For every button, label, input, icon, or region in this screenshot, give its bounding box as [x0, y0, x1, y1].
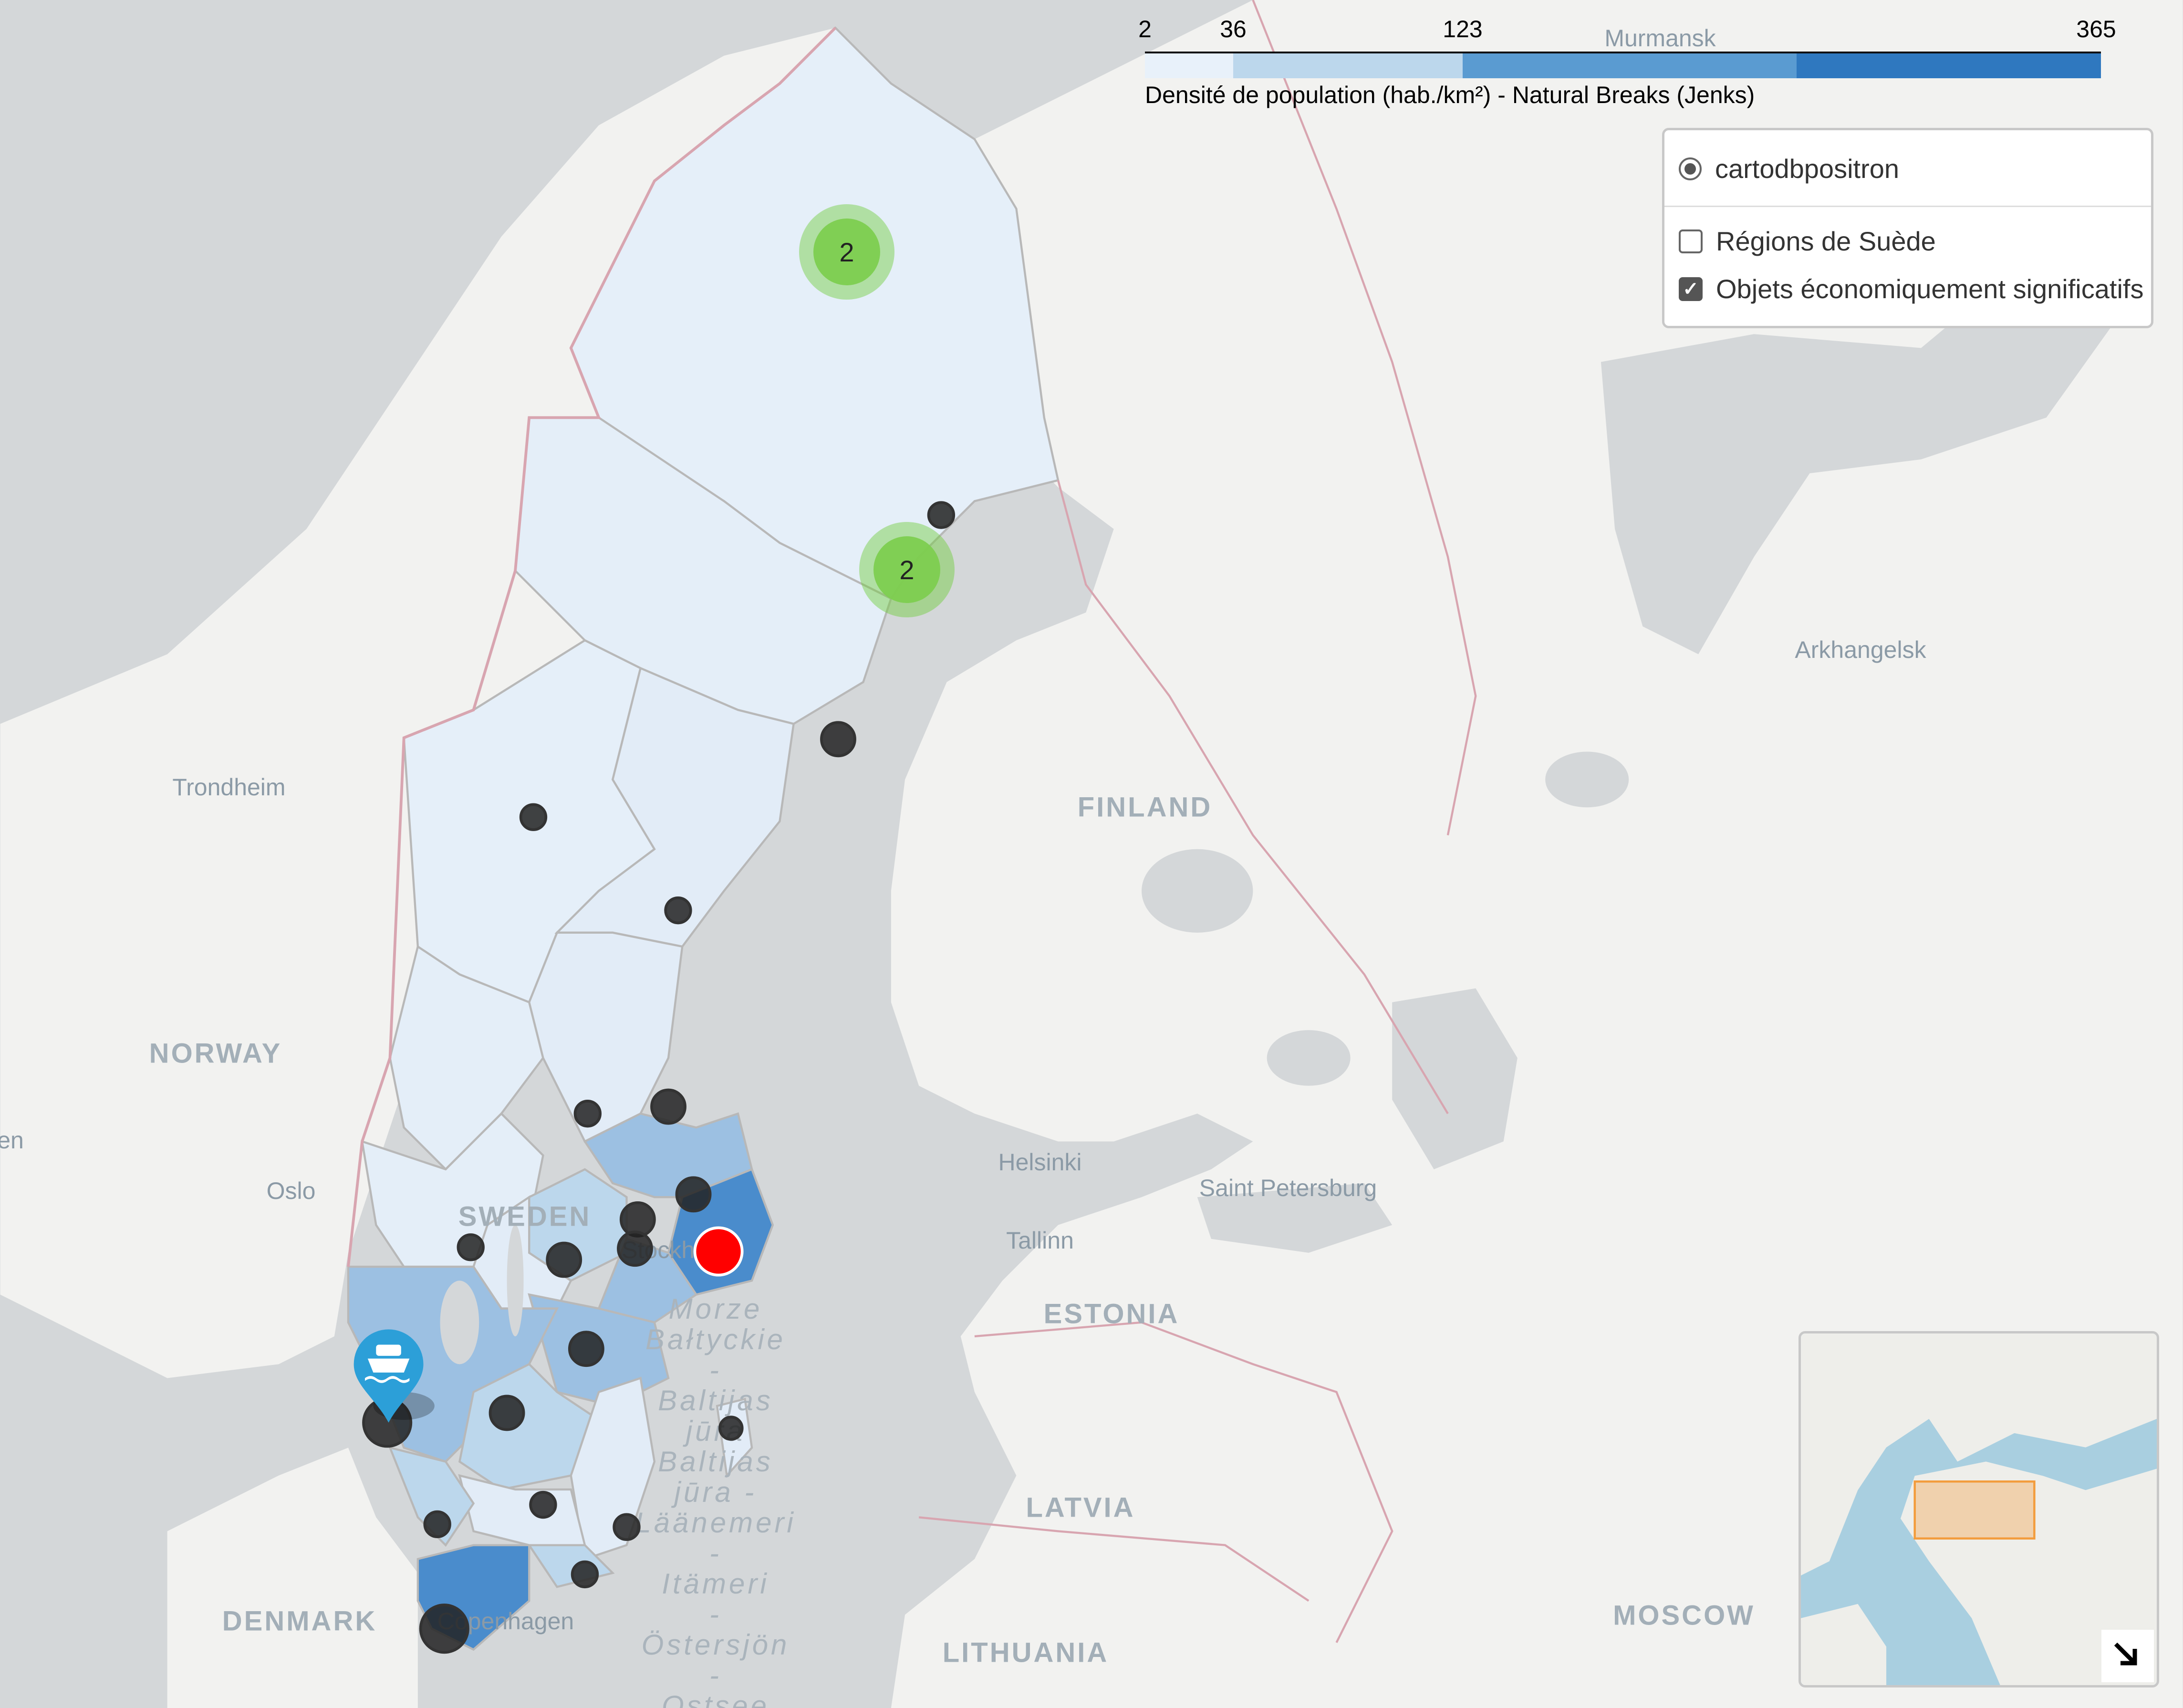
ferry-icon	[364, 1344, 410, 1383]
economic-marker[interactable]	[927, 501, 956, 529]
layer-control: cartodbpositron Régions de Suède ✓ Objet…	[1662, 128, 2153, 328]
ferry-pin[interactable]	[353, 1329, 435, 1423]
legend-tick: 365	[2076, 16, 2116, 42]
economic-marker[interactable]	[664, 896, 692, 925]
legend-tick: 36	[1220, 16, 1247, 42]
sea-label-line: Baltijas	[658, 1385, 773, 1416]
legend-tick: 123	[1443, 16, 1483, 42]
label-denmark: DENMARK	[222, 1605, 377, 1637]
legend-color-bin	[1797, 53, 2101, 78]
legend-tick: 2	[1138, 16, 1152, 42]
land-denmark	[167, 1448, 418, 1708]
marker-cluster[interactable]: 2	[859, 522, 955, 617]
label-helsinki: Helsinki	[998, 1149, 1082, 1176]
layer-separator	[1664, 206, 2151, 207]
radio-button[interactable]	[1679, 157, 1702, 180]
sea-label-line: Baltijas	[658, 1446, 773, 1478]
label-latvia: LATVIA	[1026, 1492, 1135, 1523]
arrow-down-right-icon[interactable]	[2101, 1630, 2154, 1682]
legend-color-bin	[1463, 53, 1797, 78]
label-trondheim: Trondheim	[172, 774, 286, 801]
economic-marker[interactable]	[519, 803, 548, 831]
economic-marker[interactable]	[613, 1513, 641, 1541]
economic-marker[interactable]	[617, 1230, 653, 1267]
minimap-map[interactable]	[1801, 1333, 2157, 1685]
region-vasterbotten	[514, 417, 893, 725]
base-layer-label: cartodbpositron	[1715, 154, 1900, 184]
legend-color-bin	[1145, 53, 1233, 78]
label-sweden: SWEDEN	[458, 1201, 592, 1232]
label-arkhangelsk: Arkhangelsk	[1795, 636, 1926, 663]
legend-axis	[1145, 52, 2101, 53]
economic-marker[interactable]	[820, 721, 856, 758]
overlay-label: Régions de Suède	[1716, 226, 1936, 256]
economic-marker[interactable]	[718, 1416, 744, 1441]
sea-label-line: Bałtyckie	[645, 1323, 786, 1355]
economic-marker[interactable]	[423, 1510, 451, 1539]
label-finland: FINLAND	[1077, 792, 1213, 823]
minimap[interactable]	[1798, 1331, 2159, 1687]
sea-label-line: -	[709, 1537, 722, 1569]
label-murmansk: Murmansk	[1604, 25, 1716, 52]
sea-label-line: -	[709, 1659, 722, 1691]
legend-color-bin	[1233, 53, 1463, 78]
label-estonia: ESTONIA	[1043, 1298, 1180, 1330]
region-kalmar	[570, 1376, 656, 1561]
economic-marker[interactable]	[529, 1490, 557, 1519]
cluster-count: 2	[813, 219, 880, 285]
sea-label-line: -	[709, 1598, 722, 1630]
label-tallinn: Tallinn	[1006, 1227, 1074, 1254]
label-oslo: Oslo	[266, 1177, 316, 1204]
marker-cluster[interactable]: 2	[799, 204, 894, 300]
overlay-label: Objets économiquement significatifs	[1716, 274, 2144, 304]
economic-marker[interactable]	[675, 1176, 712, 1213]
label-moscow: MOSCOW	[1613, 1600, 1755, 1631]
sea-label-line: Läänemeri	[635, 1507, 796, 1539]
economic-marker[interactable]	[546, 1241, 582, 1278]
sea-label-line: Ostsee	[661, 1690, 770, 1708]
region-gavleborg	[528, 931, 684, 1143]
economic-marker[interactable]	[573, 1099, 602, 1128]
economic-marker[interactable]	[457, 1233, 485, 1261]
sea-label-line: jūra -	[674, 1476, 757, 1508]
label-saint-petersburg: Saint Petersburg	[1199, 1175, 1377, 1201]
economic-marker[interactable]	[419, 1604, 469, 1654]
label-baltic-sea: Morze Bałtyckie - Baltijas jūra Baltijas…	[635, 1294, 796, 1708]
label-norway: NORWAY	[149, 1038, 282, 1069]
checkbox[interactable]	[1679, 229, 1703, 253]
economic-marker[interactable]	[568, 1331, 604, 1367]
sea-label-line: Östersjön	[641, 1629, 790, 1661]
overlay-option-economic[interactable]: ✓ Objets économiquement significatifs	[1679, 273, 2143, 304]
legend-caption: Densité de population (hab./km²) - Natur…	[1145, 82, 1755, 108]
label-lithuania: LITHUANIA	[942, 1637, 1109, 1668]
checkbox[interactable]: ✓	[1679, 277, 1703, 301]
base-layer-option[interactable]: cartodbpositron	[1679, 153, 1899, 184]
economic-marker[interactable]	[650, 1088, 686, 1125]
economic-marker[interactable]	[489, 1395, 525, 1431]
minimap-extent[interactable]	[1913, 1480, 2036, 1540]
highlight-marker[interactable]	[693, 1226, 744, 1277]
label-bergen-partial: en	[0, 1127, 24, 1154]
sweden-regions	[347, 26, 1060, 1651]
sea-label-line: Morze	[668, 1293, 763, 1325]
density-legend: 2 36 123 365 Densité de population (hab.…	[1138, 10, 2128, 110]
cluster-count: 2	[873, 536, 940, 603]
overlay-option-regions[interactable]: Régions de Suède	[1679, 226, 1936, 257]
sea-label-line: Itämeri	[662, 1568, 769, 1600]
region-halland	[388, 1446, 475, 1547]
economic-marker[interactable]	[571, 1560, 599, 1589]
sea-label-line: -	[709, 1354, 722, 1386]
